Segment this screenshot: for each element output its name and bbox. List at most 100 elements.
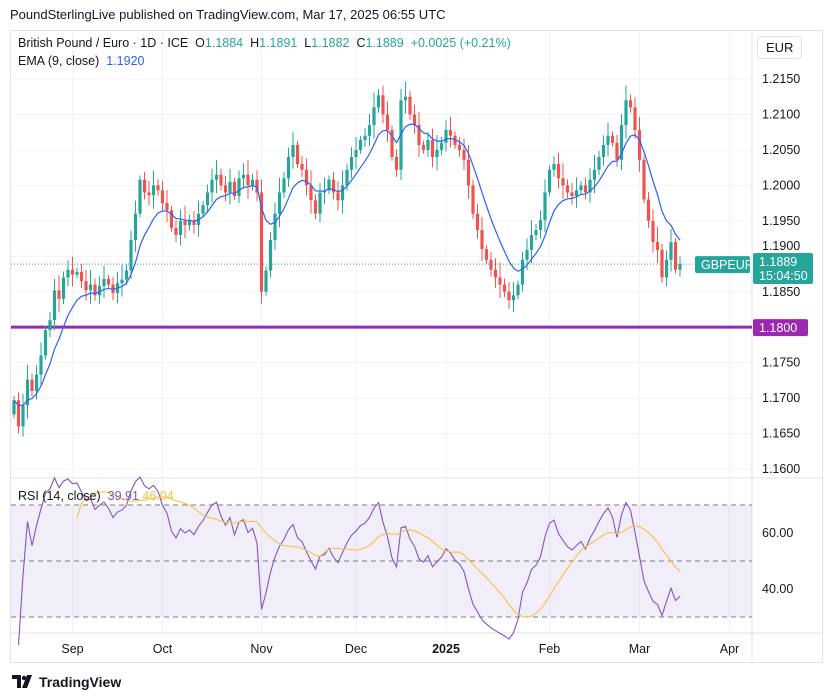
close-label: C (356, 36, 366, 50)
candle-body (538, 220, 543, 231)
candle-body (309, 185, 313, 201)
candle-body (61, 277, 66, 299)
level-price-label-text: 1.1800 (759, 321, 797, 335)
candle-body (16, 400, 21, 427)
candle-body (421, 144, 426, 150)
high-value: 1.1891 (259, 36, 298, 50)
candle-body (511, 295, 516, 301)
candle-body (408, 96, 412, 115)
candle-body (664, 259, 669, 278)
candle-body (628, 100, 633, 108)
candle-body (313, 200, 318, 214)
candle-body (525, 249, 529, 260)
candle-body (12, 400, 16, 415)
rsi-tick-label: 40.00 (762, 582, 793, 596)
candle-body (543, 192, 547, 221)
price-tick-label: 1.1850 (762, 285, 800, 299)
candle-body (574, 190, 579, 196)
candle-body (291, 144, 295, 157)
candle-body (66, 269, 70, 278)
ema-value: 1.1920 (106, 54, 145, 68)
price-tick-label: 1.1900 (762, 239, 800, 253)
change-value: +0.0025 (+0.21%) (410, 36, 511, 50)
candle-body (97, 286, 102, 296)
symbol-tag-text: GBPEUR (701, 258, 754, 272)
candle-body (597, 157, 601, 170)
price-tick-label: 1.2150 (762, 72, 800, 86)
candle-body (619, 125, 624, 160)
candle-body (484, 249, 489, 260)
candle-body (120, 279, 124, 284)
candle-body (516, 284, 520, 296)
rsi-line (17, 476, 681, 646)
candle-body (385, 114, 390, 131)
candle-body (286, 157, 291, 179)
candle-body (21, 405, 25, 427)
last-price-label-text: 15:04:50 (759, 269, 808, 283)
candle-body (246, 174, 250, 186)
candle-body (219, 174, 223, 186)
candle-body (106, 278, 111, 285)
candle-body (336, 192, 340, 201)
candle-body (669, 242, 673, 260)
candle-body (255, 179, 259, 193)
candle-body (48, 320, 52, 331)
open-value: 1.1884 (204, 36, 244, 50)
candle-body (381, 95, 385, 115)
candle-body (268, 239, 273, 271)
rsi-ma-value: 46.04 (142, 489, 174, 503)
candle-body (552, 164, 556, 170)
candle-body (561, 178, 565, 186)
tradingview-wordmark: TradingView (39, 674, 122, 690)
close-value: 1.1889 (365, 36, 404, 50)
candle-body (318, 192, 322, 214)
candle-body (205, 192, 210, 206)
candle-body (349, 157, 354, 170)
candle-body (439, 142, 444, 150)
chart-frame[interactable] (10, 30, 823, 663)
candle-body (84, 281, 88, 291)
candle-body (534, 230, 538, 235)
candle-body (75, 271, 79, 275)
candle-body (43, 330, 48, 356)
candle-body (147, 192, 151, 196)
symbol-legend[interactable]: British Pound / Euro · 1D · ICE O1.1884 … (18, 36, 511, 50)
candle-body (579, 185, 583, 191)
ema-legend[interactable]: EMA (9, close) 1.1920 (18, 54, 144, 68)
candle-body (376, 95, 381, 108)
candle-body (547, 169, 552, 193)
candle-body (502, 284, 507, 292)
candle-body (331, 179, 336, 193)
currency-button[interactable]: EUR (757, 36, 803, 59)
candle-body (39, 355, 43, 375)
candle-body (673, 242, 678, 270)
candle-body (79, 271, 84, 282)
candle-body (282, 178, 286, 193)
candle-body (637, 130, 642, 160)
tradingview-logo-icon (12, 675, 32, 688)
candle-body (277, 192, 282, 214)
candle-body (430, 139, 435, 157)
candle-body (565, 185, 570, 193)
candle-body (471, 185, 475, 214)
level-price-label (753, 319, 808, 337)
rsi-tick-label: 60.00 (762, 526, 793, 540)
tradingview-footer[interactable]: TradingView (12, 674, 121, 690)
candle-body (651, 220, 655, 243)
candle-body (646, 199, 651, 221)
candle-body (367, 125, 372, 136)
candle-body (34, 374, 39, 391)
candle-body (93, 284, 97, 296)
rsi-legend[interactable]: RSI (14, close) 39.91 46.04 (18, 489, 174, 503)
candle-body (201, 205, 205, 214)
open-label: O (195, 36, 205, 50)
candle-body (372, 107, 376, 126)
candle-body (583, 185, 588, 193)
candle-body (165, 203, 169, 211)
price-tick-label: 1.1700 (762, 391, 800, 405)
candle-body (394, 157, 399, 170)
candle-body (480, 230, 484, 250)
candle-body (160, 190, 165, 204)
ema-label: EMA (9, close) (18, 54, 100, 68)
